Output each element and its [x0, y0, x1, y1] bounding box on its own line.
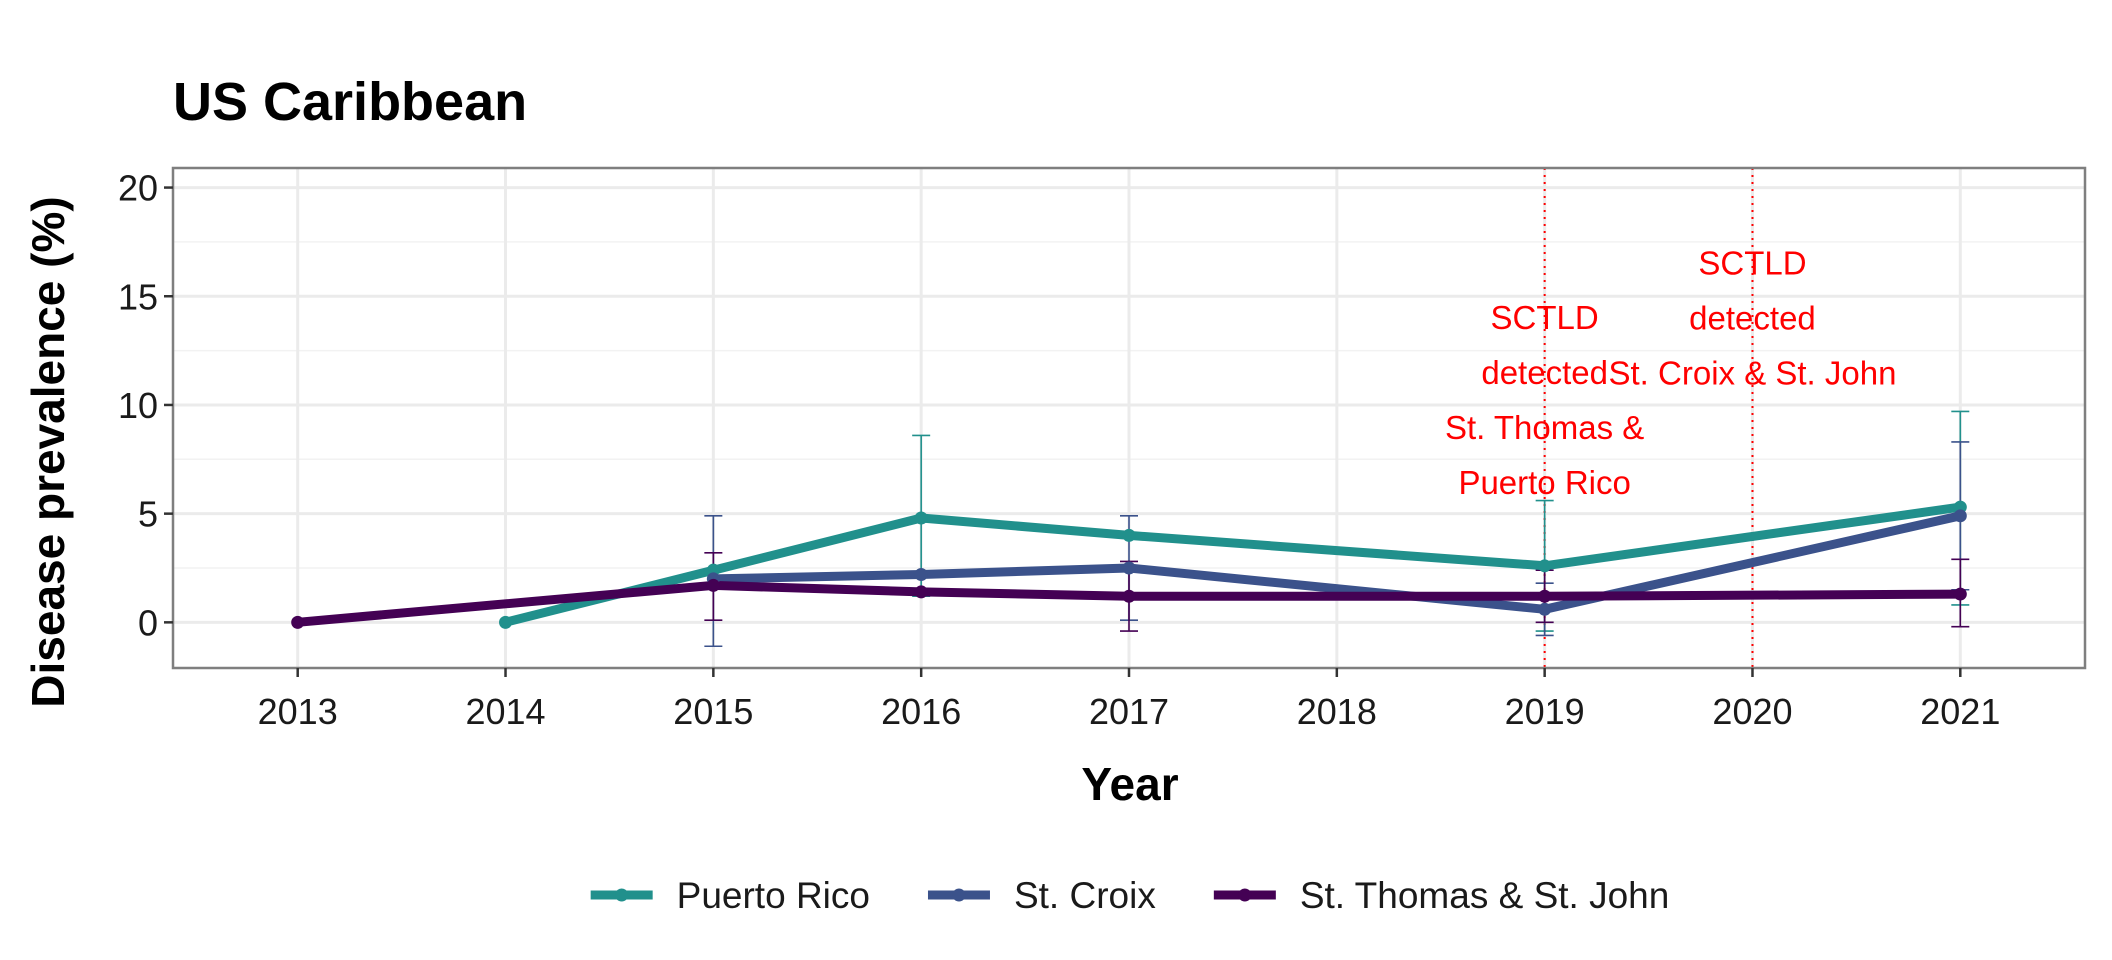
annotation-line: SCTLD: [1491, 299, 1599, 336]
legend-label: St. Thomas & St. John: [1300, 875, 1670, 916]
annotation-line: SCTLD: [1698, 245, 1806, 282]
y-tick-label: 5: [138, 494, 158, 535]
annotation-line: detected: [1481, 354, 1608, 391]
y-tick-label: 15: [118, 276, 158, 317]
legend: Puerto Rico St. Croix St. Thomas & St. Joh…: [590, 875, 1670, 916]
legend-label: St. Croix: [1014, 875, 1156, 916]
annotation-line: St. Thomas &: [1445, 409, 1644, 446]
annotation-line: St. Croix & St. John: [1609, 355, 1897, 392]
annotation-line: Puerto Rico: [1458, 464, 1630, 501]
x-axis: 2013 2014 2015 2016 2017 2018 2019 2020 2021: [258, 668, 2000, 732]
data-point: [1538, 589, 1552, 603]
data-point: [1953, 509, 1967, 523]
x-tick-label: 2013: [258, 691, 338, 732]
x-tick-label: 2021: [1920, 691, 2000, 732]
x-tick-label: 2017: [1089, 691, 1169, 732]
data-point: [706, 578, 720, 592]
x-tick-label: 2016: [881, 691, 961, 732]
x-tick-label: 2018: [1297, 691, 1377, 732]
series-line: [297, 580, 1961, 627]
data-point: [914, 585, 928, 599]
legend-label: Puerto Rico: [677, 875, 870, 916]
data-point: [1122, 528, 1136, 542]
y-tick-label: 20: [118, 168, 158, 209]
data-point: [1953, 587, 1967, 601]
y-tick-label: 0: [138, 602, 158, 643]
data-point: [291, 615, 305, 629]
annotations: SCTLD detected St. Thomas & Puerto Rico SCTL…: [1445, 245, 1896, 501]
chart-title: US Caribbean: [173, 72, 527, 132]
legend-key-point: [615, 888, 629, 902]
data-point: [1122, 561, 1136, 575]
legend-key-point: [1238, 888, 1252, 902]
y-axis-title: Disease prevalence (%): [22, 196, 74, 707]
data-point: [1538, 559, 1552, 573]
x-tick-label: 2015: [673, 691, 753, 732]
data-point: [914, 511, 928, 525]
x-tick-label: 2014: [465, 691, 545, 732]
data-point: [499, 615, 513, 629]
data-points: [291, 500, 1967, 629]
data-point: [1538, 602, 1552, 616]
plot-panel: SCTLD detected St. Thomas & Puerto Rico SCTL…: [171, 166, 2087, 670]
series-line: [504, 502, 1961, 627]
data-point: [914, 568, 928, 582]
y-axis: 0 5 10 15 20: [118, 168, 173, 643]
data-point: [1122, 589, 1136, 603]
x-tick-label: 2020: [1712, 691, 1792, 732]
x-tick-label: 2019: [1505, 691, 1585, 732]
y-tick-label: 10: [118, 385, 158, 426]
x-axis-title: Year: [1081, 758, 1178, 810]
annotation-line: detected: [1689, 300, 1816, 337]
legend-key-point: [952, 888, 966, 902]
